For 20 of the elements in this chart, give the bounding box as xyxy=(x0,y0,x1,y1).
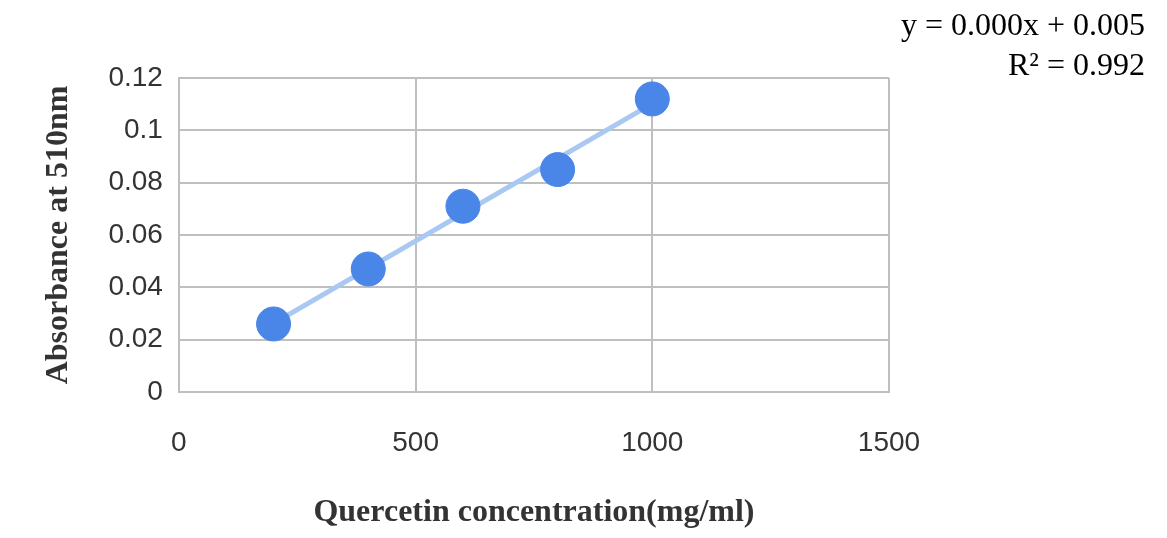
x-tick-label: 1500 xyxy=(857,425,921,457)
point xyxy=(445,188,481,224)
y-tick-label: 0.02 xyxy=(108,322,163,354)
y-tick-label: 0.06 xyxy=(108,217,163,249)
x-tick-label: 1000 xyxy=(621,425,684,457)
text: y = 0.000x + 0.005 xyxy=(900,5,1145,44)
text: R² = 0.992 xyxy=(1007,45,1145,84)
y-tick-label: 0.04 xyxy=(108,270,163,302)
x-tick-label: 0 xyxy=(171,425,187,457)
x-tick-label: 500 xyxy=(392,425,439,457)
point xyxy=(540,152,576,188)
y-tick-label: 0.08 xyxy=(108,165,163,197)
y-axis-title: Absorbance at 510nm xyxy=(38,85,75,385)
point xyxy=(350,251,386,287)
y-tick-label: 0.1 xyxy=(123,113,163,145)
x-axis-title: Quercetin concentration(mg/ml) xyxy=(313,492,755,529)
point xyxy=(634,81,670,117)
y-tick-label: 0 xyxy=(147,374,163,406)
y-tick-label: 0.12 xyxy=(108,60,163,92)
point xyxy=(256,306,292,342)
